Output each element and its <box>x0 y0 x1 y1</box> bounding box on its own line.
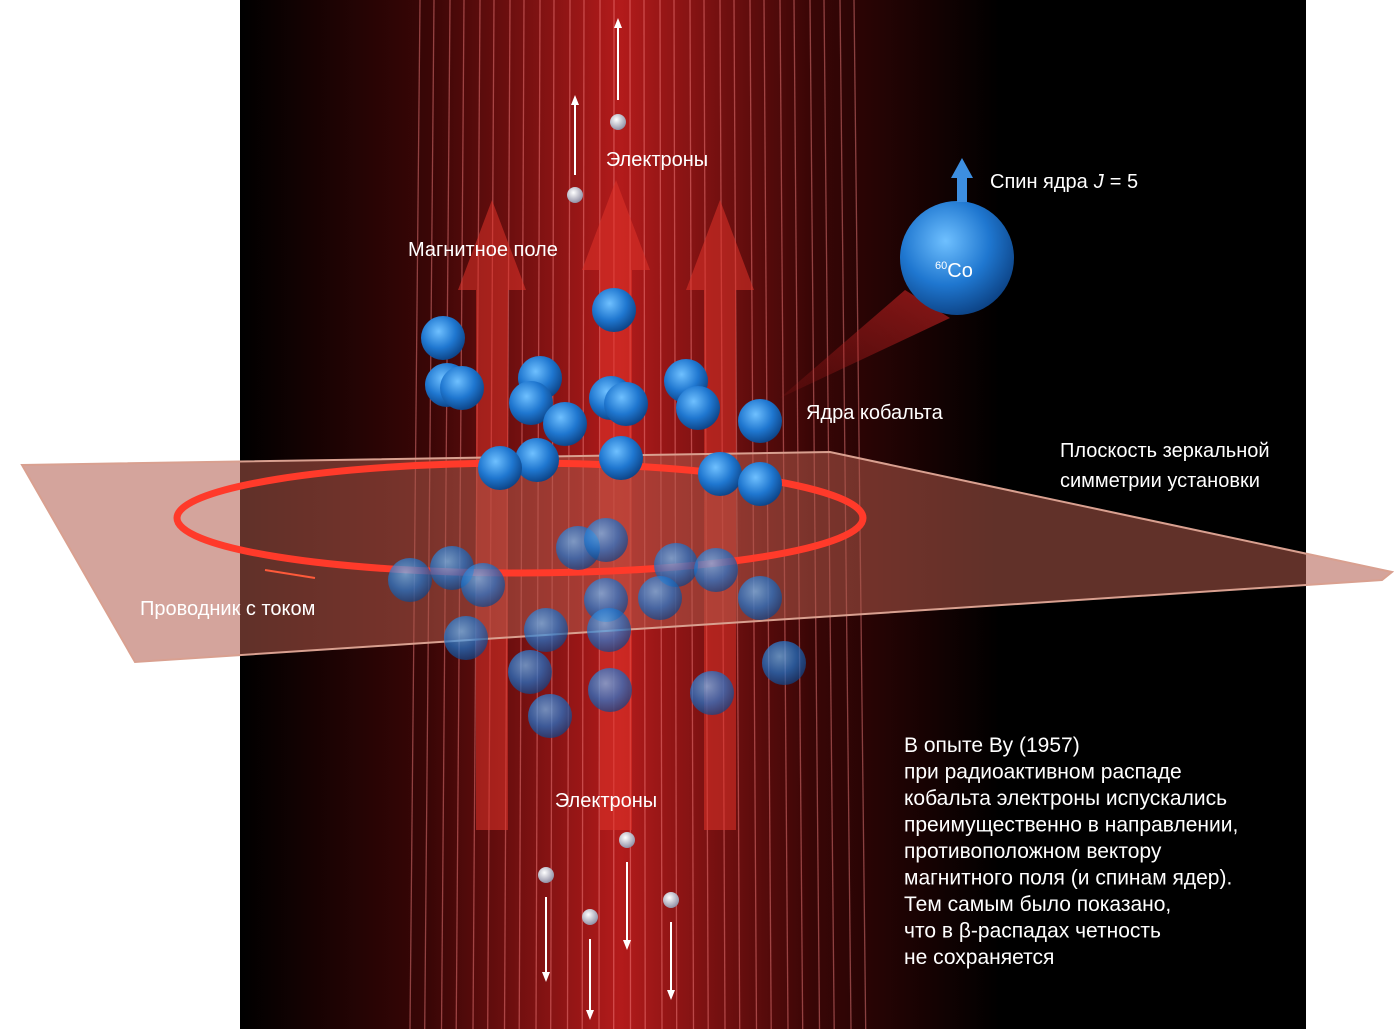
caption-line: кобальта электроны испускались <box>904 787 1227 810</box>
nucleus <box>584 518 628 562</box>
label: Магнитное поле <box>408 239 558 261</box>
arrow-head <box>667 990 675 1000</box>
nucleus <box>604 382 648 426</box>
caption-line: преимущественно в направлении, <box>904 814 1238 837</box>
label: симметрии установки <box>1060 470 1260 492</box>
nucleus <box>478 446 522 490</box>
caption-line: при радиоактивном распаде <box>904 761 1182 784</box>
arrow-head <box>623 940 631 950</box>
nucleus <box>654 543 698 587</box>
nucleus <box>543 402 587 446</box>
zoom-cone <box>780 290 950 398</box>
nucleus <box>588 668 632 712</box>
label: Проводник с током <box>140 598 315 620</box>
nucleus <box>515 438 559 482</box>
caption-line: противоположном вектору <box>904 840 1162 863</box>
nucleus <box>592 288 636 332</box>
electron <box>582 909 598 925</box>
cobalt-nucleus-large <box>900 201 1014 315</box>
nucleus <box>638 576 682 620</box>
nucleus <box>587 608 631 652</box>
caption-line: В опыте Ву (1957) <box>904 734 1080 757</box>
label: Спин ядра <box>990 171 1089 193</box>
arrow-head <box>586 1010 594 1020</box>
caption-line: не сохраняется <box>904 946 1054 969</box>
electron <box>567 187 583 203</box>
nucleus <box>762 641 806 685</box>
nucleus <box>738 462 782 506</box>
arrow-head <box>571 95 579 105</box>
nucleus <box>599 436 643 480</box>
label: Электроны <box>555 790 657 812</box>
label: 60Co <box>935 260 973 282</box>
electrons <box>538 18 679 1020</box>
nucleus <box>421 316 465 360</box>
nucleus <box>524 608 568 652</box>
symbol: J <box>1093 171 1105 193</box>
nucleus <box>508 650 552 694</box>
spin-arrow <box>951 158 973 202</box>
nucleus <box>509 381 553 425</box>
nucleus <box>698 452 742 496</box>
nucleus <box>461 563 505 607</box>
mass-number: 60 <box>935 260 947 272</box>
nucleus <box>738 399 782 443</box>
caption: В опыте Ву (1957) при радиоактивном распа… <box>904 734 1238 969</box>
caption-line: магнитного поля (и спинам ядер). <box>904 867 1232 890</box>
electron <box>610 114 626 130</box>
label: Ядра кобальта <box>806 402 944 424</box>
current-arrow <box>264 569 316 579</box>
arrow-head <box>614 18 622 28</box>
nucleus <box>676 386 720 430</box>
nucleus <box>690 671 734 715</box>
label: Плоскость зеркальной <box>1060 440 1270 462</box>
electron <box>538 867 554 883</box>
cobalt-nuclei <box>388 288 806 738</box>
nucleus <box>528 694 572 738</box>
nucleus <box>738 576 782 620</box>
arrow-head <box>542 972 550 982</box>
nucleus <box>694 548 738 592</box>
nucleus <box>444 616 488 660</box>
caption-line: что в β-распадах четность <box>904 920 1161 943</box>
nucleus <box>440 366 484 410</box>
value: = 5 <box>1110 171 1138 193</box>
label: Электроны <box>606 149 708 171</box>
element: Co <box>947 260 973 282</box>
label: Спин ядра J = 5 <box>990 171 1138 193</box>
nucleus <box>388 558 432 602</box>
electron <box>663 892 679 908</box>
caption-line: Тем самым было показано, <box>904 893 1171 916</box>
electron <box>619 832 635 848</box>
